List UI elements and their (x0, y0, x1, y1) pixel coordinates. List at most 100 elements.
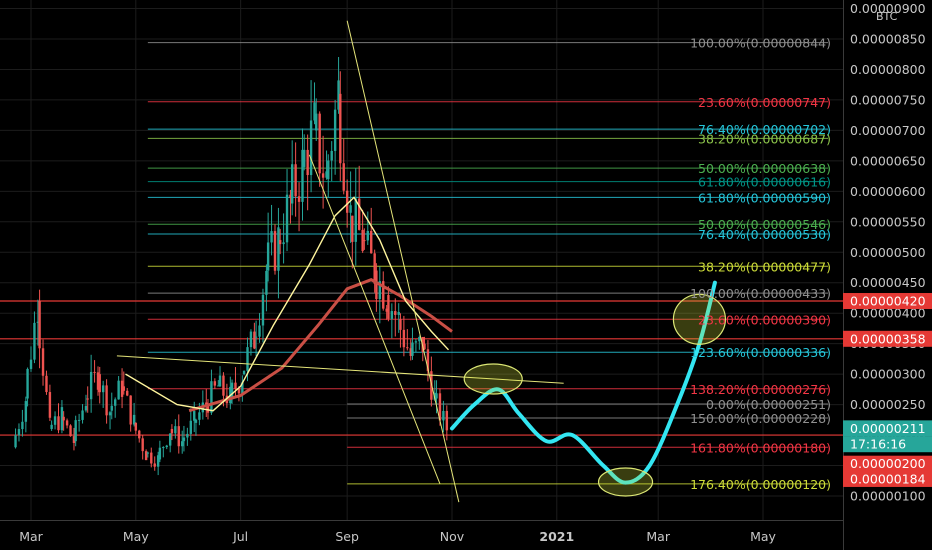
candle-body (213, 381, 217, 386)
fib-label: 61.80%(0.00000616) (698, 175, 831, 190)
candle-body (129, 395, 132, 425)
candle-body (370, 230, 373, 254)
time-tick-label: Sep (335, 529, 359, 544)
trendlines (116, 20, 564, 503)
price-tick-label: 0.00000100 (850, 489, 926, 504)
candle-body (445, 410, 449, 431)
price-tick-label: 0.00000650 (850, 153, 926, 168)
trendline (308, 154, 441, 484)
candle-body (170, 428, 174, 434)
fib-label: 50.00%(0.00000546) (698, 217, 831, 232)
candle-body (29, 359, 33, 369)
fib-label: 176.40%(0.00000120) (690, 477, 831, 492)
highlight-ellipse (597, 467, 654, 497)
candle-body (60, 407, 64, 431)
candle-body (101, 385, 105, 393)
candle-body (375, 270, 378, 300)
candle-body (357, 198, 361, 230)
highlight-ellipse (463, 363, 523, 395)
candle-body (126, 390, 129, 396)
price-tick-label: 0.00000500 (850, 245, 926, 260)
candle-body (423, 343, 426, 350)
fib-label: 61.80%(0.00000590) (698, 190, 831, 205)
candle-body (62, 416, 65, 421)
candle-body (65, 420, 69, 426)
price-tag-label: 0.00000211 (850, 421, 926, 436)
candle-body (120, 380, 124, 397)
candle-body (325, 171, 328, 178)
price-tag-label: 17:16:16 (850, 437, 906, 452)
candle-body (89, 371, 93, 400)
candle-body (306, 149, 309, 176)
candle-body (206, 404, 210, 413)
time-axis-bg (0, 520, 843, 550)
candle-body (165, 445, 168, 448)
time-tick-label: May (123, 529, 149, 544)
candle-body (289, 194, 292, 199)
price-tag (843, 330, 932, 347)
candle-body (84, 406, 88, 411)
candle-body (330, 150, 333, 161)
price-tag (843, 293, 932, 310)
candle-body (309, 120, 313, 176)
candle-body (144, 451, 148, 461)
candle-body (24, 401, 28, 422)
candle-body (86, 398, 89, 400)
price-tick-label: 0.00000800 (850, 62, 926, 77)
time-tick-label: Mar (19, 529, 43, 544)
candle-body (313, 102, 316, 121)
candle-body (210, 381, 213, 413)
candle-body (57, 416, 60, 431)
price-tag (843, 455, 932, 472)
candle-body (361, 229, 364, 251)
candle-body (411, 342, 414, 356)
candle-body (41, 348, 45, 376)
fib-label: 161.80%(0.00000180) (690, 440, 831, 455)
candles (14, 57, 449, 476)
candle-body (399, 319, 402, 330)
price-tick-label: 0.00000300 (850, 367, 926, 382)
candle-body (397, 311, 400, 315)
candle-body (366, 230, 369, 241)
price-tag (843, 436, 932, 453)
candle-body (265, 270, 268, 295)
candle-body (261, 294, 265, 326)
trendline (346, 20, 460, 503)
time-tick-label: Mar (646, 529, 670, 544)
candle-body (297, 196, 301, 202)
candle-body (266, 242, 270, 271)
fib-label: 76.40%(0.00000702) (698, 122, 831, 137)
candle-body (303, 149, 306, 167)
time-tick-label: Nov (440, 529, 465, 544)
candle-body (81, 410, 84, 420)
fib-label: 38.20%(0.00000687) (698, 131, 831, 146)
price-tag (843, 470, 932, 487)
trendline (116, 355, 564, 384)
candle-body (414, 341, 418, 343)
candle-body (105, 385, 108, 416)
candle-body (378, 281, 382, 300)
candle-body (182, 437, 186, 442)
candle-body (373, 253, 376, 284)
price-tag-label: 0.00000184 (850, 471, 926, 486)
price-tick-label: 0.00000550 (850, 214, 926, 229)
time-axis: Mar May Jul Sep Nov 2021 Mar May (0, 520, 843, 550)
candle-body (241, 382, 244, 394)
candle-body (146, 452, 150, 454)
candle-body (318, 113, 321, 174)
candle-body (138, 430, 141, 439)
price-tick-label: 0.00000250 (850, 397, 926, 412)
fib-label: 76.40%(0.00000530) (698, 227, 831, 242)
candle-body (181, 441, 184, 447)
candle-body (218, 375, 222, 387)
candle-body (69, 425, 72, 437)
candle-body (290, 164, 294, 204)
fib-label: 100.00%(0.00000433) (690, 286, 831, 301)
price-tick-label: 0.00000700 (850, 123, 926, 138)
candle-body (442, 410, 445, 421)
candle-body (258, 325, 261, 337)
candle-body (333, 109, 337, 151)
